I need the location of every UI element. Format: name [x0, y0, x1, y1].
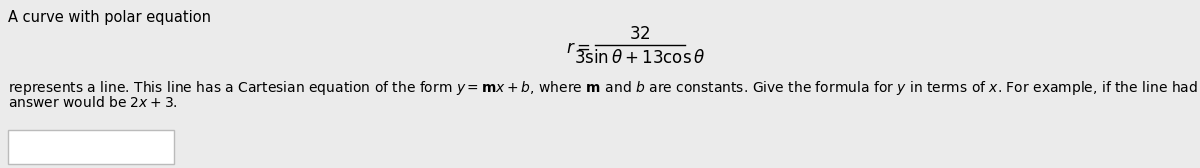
- Text: $r = $: $r = $: [566, 39, 590, 57]
- Text: represents a line. This line has a Cartesian equation of the form $y = \mathbf{m: represents a line. This line has a Carte…: [8, 79, 1200, 97]
- FancyBboxPatch shape: [8, 130, 174, 164]
- Text: $32$: $32$: [629, 25, 650, 43]
- Text: $3\sin\theta + 13\cos\theta$: $3\sin\theta + 13\cos\theta$: [575, 49, 706, 67]
- Text: A curve with polar equation: A curve with polar equation: [8, 10, 211, 25]
- Text: answer would be $2x + 3$.: answer would be $2x + 3$.: [8, 95, 178, 110]
